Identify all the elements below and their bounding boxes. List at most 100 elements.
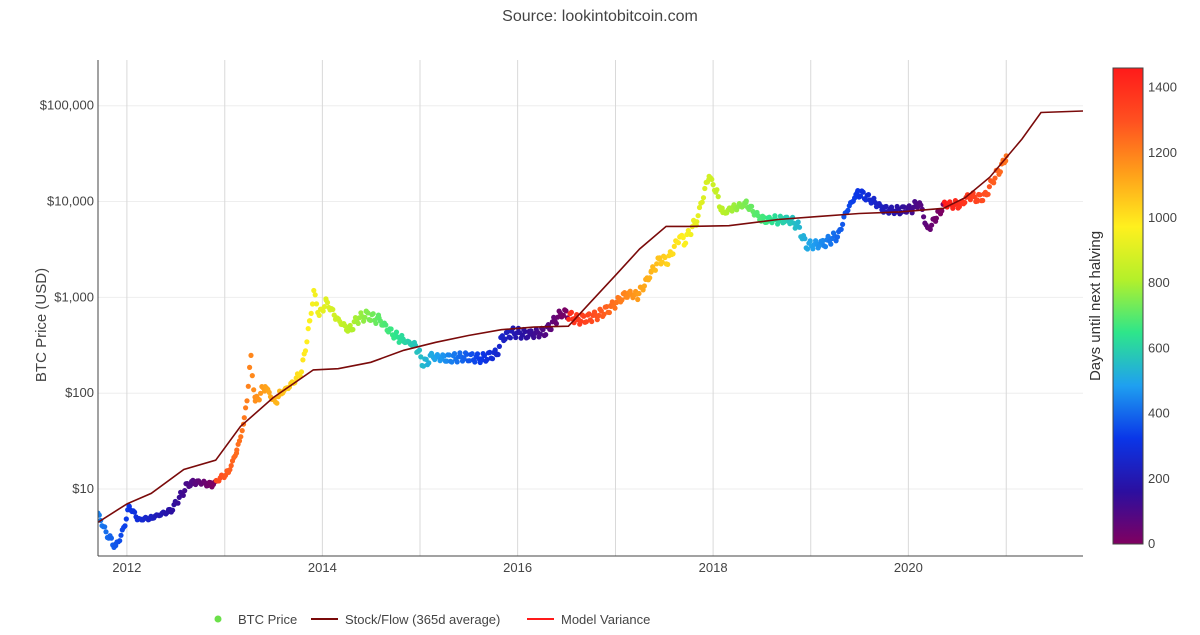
btc-price-point [175,500,181,506]
colorbar-tick-label: 600 [1148,340,1170,355]
x-tick-label: 2012 [112,560,141,575]
btc-price-point [236,438,243,444]
btc-price-point [594,317,600,323]
btc-price-point [123,516,129,522]
x-tick-label: 2020 [894,560,923,575]
btc-price-point [495,351,501,358]
btc-price-point [352,315,359,321]
btc-price-point [457,350,463,356]
btc-price-point [383,322,389,328]
btc-price-point [247,364,253,370]
btc-price-point [98,512,102,518]
btc-price-point [258,390,264,396]
btc-price-point [304,339,310,345]
btc-price-point [901,204,907,210]
btc-price-point [350,326,356,333]
colorbar-title: Days until next halving [1087,231,1104,381]
y-tick-label: $10 [72,481,94,496]
btc-price-point [857,193,864,199]
btc-price-point [472,359,478,365]
btc-price-point [560,312,567,318]
btc-price-point [370,311,376,317]
btc-price-point [555,314,561,320]
btc-price-point [804,246,811,252]
btc-price-point [761,214,767,220]
legend: BTC Price Stock/Flow (365d average) Mode… [214,612,650,627]
btc-price-point [563,308,569,314]
legend-item-model-variance[interactable]: Model Variance [527,612,650,627]
btc-price-point [927,226,933,232]
btc-price-point [956,204,963,210]
btc-price-point [796,224,803,230]
btc-price-point [766,214,772,220]
btc-price-point [362,314,368,320]
btc-price-point [311,287,317,294]
btc-price-point [117,538,123,544]
btc-price-point [298,369,305,375]
btc-price-point [531,334,537,341]
btc-price-point [694,219,700,225]
x-tick-label: 2018 [699,560,728,575]
btc-price-point [688,231,694,238]
btc-price-point [696,204,703,211]
x-tick-label: 2014 [308,560,337,575]
horizontal-grid [98,105,1083,490]
legend-item-stock-flow[interactable]: Stock/Flow (365d average) [311,612,500,627]
btc-price-point [316,312,322,318]
btc-price-point [659,259,665,265]
btc-price-point [426,360,432,366]
btc-price-point [300,357,306,363]
btc-price-point [266,389,272,395]
btc-price-point [997,169,1004,175]
btc-price-point [108,535,114,541]
x-tick-label: 2016 [503,560,532,575]
colorbar-tick-label: 1000 [1148,210,1177,225]
btc-price-point [647,275,653,281]
btc-price-point [244,398,250,404]
btc-price-point [248,352,254,358]
y-tick-label: $100,000 [40,98,94,113]
btc-price-point [863,197,869,203]
btc-price-point [710,182,716,188]
btc-price-point [566,316,572,322]
btc-price-point [939,208,945,214]
btc-price-point [962,199,968,206]
btc-price-point [941,199,948,205]
btc-price-point [589,318,595,325]
btc-price-point [657,255,663,261]
btc-price-point [802,236,808,242]
y-tick-label: $1,000 [54,289,94,304]
btc-price-point [367,317,374,323]
btc-price-point [845,207,851,213]
btc-price-point [871,195,877,201]
btc-price-point [525,334,531,340]
btc-price-point [680,235,686,241]
btc-price-point [479,357,485,363]
btc-price-point [883,203,889,210]
btc-price-point [568,309,575,315]
colorbar: 0 200 400 600 800 1000 1200 1400 Days until nex… [1087,67,1177,551]
colorbar-tick-label: 1200 [1148,145,1177,160]
legend-item-btc-price[interactable]: BTC Price [214,612,298,627]
btc-price-point [513,334,519,341]
btc-price-point [548,326,554,333]
btc-price-point [933,215,940,221]
colorbar-gradient [1112,67,1144,545]
btc-price-point [241,415,247,421]
btc-price-point [243,405,249,411]
source-title: Source: lookintobitcoin.com [502,8,698,25]
btc-price-point [974,198,981,204]
btc-price-point [581,313,587,319]
btc-price-point [992,175,998,181]
btc-price-point [320,308,326,314]
btc-price-point [702,185,708,192]
btc-price-point [918,202,924,208]
btc-price-point [182,488,188,494]
btc-price-point [586,311,592,317]
btc-price-point [719,205,725,211]
btc-price-point [330,306,336,313]
btc-price-point [312,292,318,298]
legend-label-stock-flow: Stock/Flow (365d average) [345,612,500,627]
